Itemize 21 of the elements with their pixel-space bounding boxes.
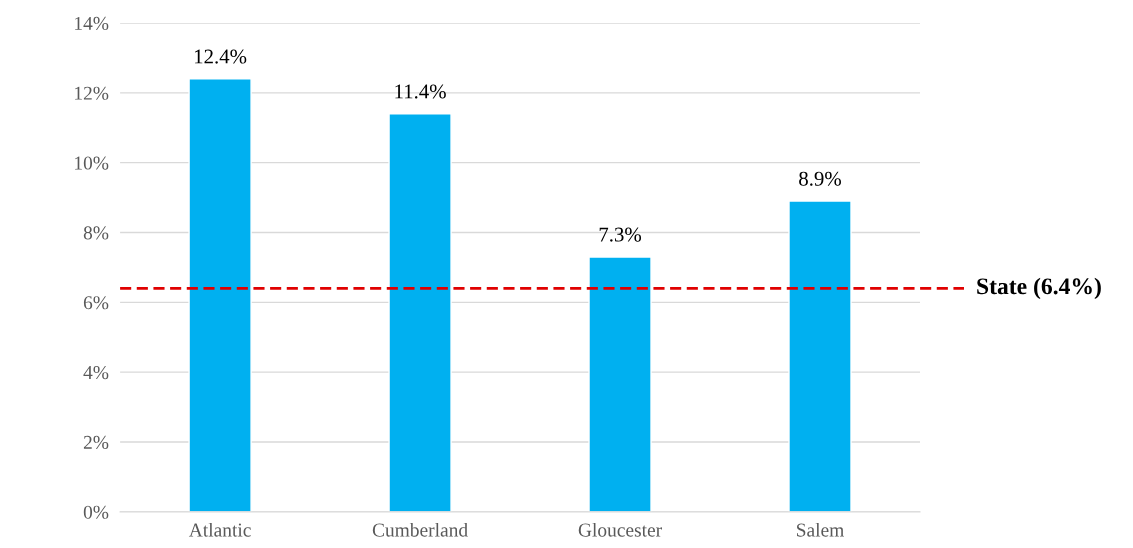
bar [188,78,252,512]
y-tick-label: 4% [83,365,109,380]
x-tick-label: Atlantic [188,522,251,537]
y-tick-label: 0% [83,505,109,519]
x-tick-label: Salem [797,522,845,537]
x-tick-label: Gloucester [578,522,662,537]
data-label: 11.4% [395,84,446,99]
bar [788,200,852,512]
data-label: 12.4% [195,49,247,64]
data-label: 7.3% [599,227,642,242]
data-label: 8.9% [799,171,841,186]
y-tick-label: 10% [75,156,109,170]
y-tick-label: 8% [83,226,109,240]
x-tick-label: Cumberland [372,522,468,537]
y-tick-label: 14% [75,16,109,31]
ref-line-label: State (6.4%) [977,277,1101,300]
bar [588,256,652,512]
y-tick-label: 2% [83,435,109,449]
y-tick-label: 12% [75,86,109,100]
bar [388,113,452,512]
y-tick-label: 6% [83,296,109,310]
